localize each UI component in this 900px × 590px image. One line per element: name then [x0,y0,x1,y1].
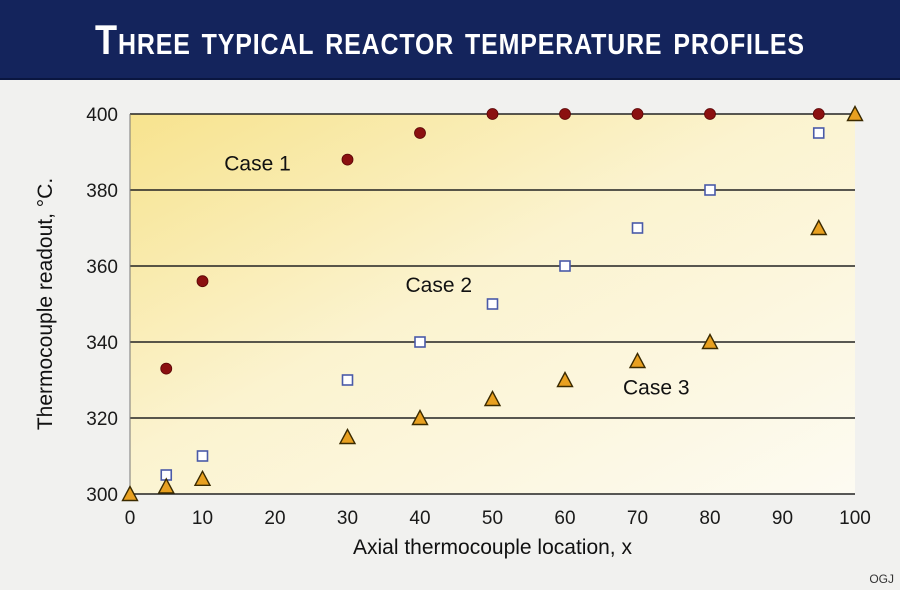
x-tick-label-80: 80 [699,508,720,529]
point-case2-5 [559,260,571,272]
point-case1-0 [160,362,173,375]
title-rule [0,78,900,80]
y-tick-label-400: 400 [86,105,118,126]
y-tick-label-360: 360 [86,257,118,278]
x-axis-ticks: 0 10 20 30 40 50 60 70 80 90 100 [125,508,871,529]
point-case2-3 [414,336,426,348]
title-bar: Three typical reactor temperature profil… [0,0,900,80]
point-case1-2 [341,153,354,166]
x-axis-label: Axial thermocouple location, x [353,536,632,559]
y-tick-label-320: 320 [86,409,118,430]
point-case1-5 [559,108,571,120]
point-case2-4 [486,298,499,310]
point-case2-2 [341,374,354,386]
chart-title: Three typical reactor temperature profil… [95,16,805,63]
annotations: Case 1 Case 2 Case 3 [224,152,689,399]
annotation-case-2: Case 2 [406,274,473,297]
y-tick-label-380: 380 [86,181,118,202]
point-case1-1 [196,275,209,288]
point-case3-9 [810,219,828,236]
point-case3-4 [411,409,429,426]
x-tick-label-60: 60 [554,508,575,529]
point-case3-5 [483,390,502,407]
y-tick-label-340: 340 [86,333,118,354]
y-axis-label: Thermocouple readout, °C. [34,178,57,430]
point-case3-10 [846,105,864,122]
x-tick-label-10: 10 [192,508,213,529]
x-tick-label-20: 20 [264,508,285,529]
annotation-case-3: Case 3 [623,377,690,400]
x-tick-label-30: 30 [337,508,358,529]
point-case3-6 [556,371,574,388]
y-axis-ticks: 300 320 340 360 380 400 [86,105,118,506]
point-case1-7 [704,108,716,120]
x-tick-label-0: 0 [125,508,136,529]
point-case2-7 [704,184,716,196]
x-tick-label-50: 50 [482,508,503,529]
point-case2-6 [631,222,644,234]
chart: 0 10 20 30 40 50 60 70 80 90 100 300 320 340 360 380 40… [34,105,871,559]
x-tick-label-90: 90 [772,508,793,529]
x-tick-label-100: 100 [839,508,871,529]
y-tick-label-300: 300 [86,485,118,506]
point-case3-2 [193,469,212,486]
point-case1-6 [631,108,644,120]
point-case3-3 [338,428,357,445]
point-case3-1 [157,477,175,494]
x-tick-label-40: 40 [409,508,430,529]
point-case1-8 [812,108,825,120]
point-case2-1 [196,450,209,462]
credit-text: OGJ [869,572,894,586]
x-tick-label-70: 70 [627,508,648,529]
annotation-case-1: Case 1 [224,152,291,175]
point-case3-8 [701,333,719,350]
point-case2-8 [812,127,825,139]
series-1 [160,108,825,375]
point-case1-4 [486,108,499,120]
data-marks [121,105,864,502]
point-case1-3 [414,127,426,139]
point-case3-7 [628,352,647,369]
series-3 [121,105,864,502]
point-case3-0 [121,485,139,502]
